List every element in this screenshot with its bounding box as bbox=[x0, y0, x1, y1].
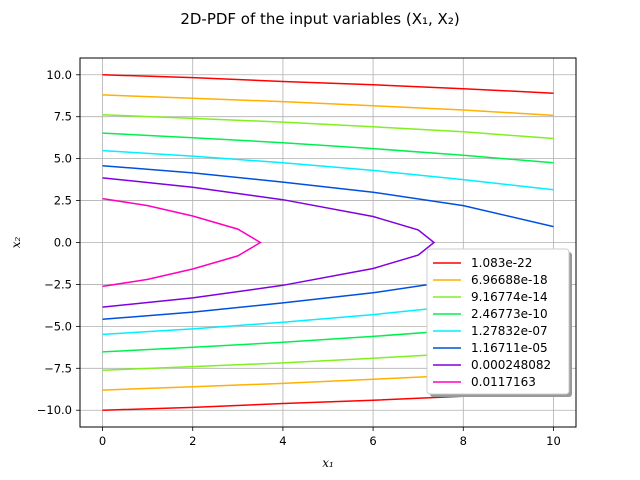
y-tick-label: 0.0 bbox=[54, 236, 72, 250]
ticks-layer: 0 2 4 6 8 10 −10.0 −7.5 −5.0 −2.5 0.0 2.5 5.0 7.5 10.0 bbox=[37, 68, 561, 448]
y-tick-label: −5.0 bbox=[44, 319, 72, 333]
legend-label: 1.083e-22 bbox=[471, 256, 532, 270]
y-tick-label: −10.0 bbox=[37, 403, 72, 417]
contour-line-upper bbox=[102, 149, 554, 191]
legend-label: 2.46773e-10 bbox=[471, 307, 548, 321]
x-tick-label: 6 bbox=[369, 434, 376, 448]
y-tick-label: 5.0 bbox=[54, 152, 72, 166]
grid-layer bbox=[80, 58, 576, 427]
contour-line-upper bbox=[102, 132, 554, 164]
contour-line-upper bbox=[102, 164, 554, 228]
chart-title: 2D-PDF of the input variables (X₁, X₂) bbox=[180, 10, 459, 28]
x-tick-label: 0 bbox=[99, 434, 106, 448]
x-axis-label: x₁ bbox=[322, 456, 334, 470]
y-tick-label: 2.5 bbox=[54, 194, 72, 208]
legend-label: 0.000248082 bbox=[471, 358, 551, 372]
legend-label: 6.96688e-18 bbox=[471, 273, 548, 287]
contour-line-upper bbox=[102, 177, 436, 308]
legend-box bbox=[426, 248, 570, 395]
legend-label: 1.27832e-07 bbox=[471, 324, 548, 338]
contour-line-upper bbox=[102, 113, 554, 140]
contour-line-upper bbox=[102, 197, 262, 288]
y-tick-label: −2.5 bbox=[44, 277, 72, 291]
y-axis-label: x₂ bbox=[9, 237, 23, 249]
x-tick-label: 8 bbox=[460, 434, 467, 448]
contour-line-upper bbox=[102, 74, 554, 94]
x-tick-label: 2 bbox=[189, 434, 196, 448]
x-tick-label: 4 bbox=[279, 434, 286, 448]
legend-label: 1.16711e-05 bbox=[471, 341, 548, 355]
legend-label: 0.0117163 bbox=[471, 375, 536, 389]
contour-line-upper bbox=[102, 94, 554, 117]
y-tick-label: −7.5 bbox=[44, 361, 72, 375]
x-tick-label: 10 bbox=[546, 434, 561, 448]
legend-label: 9.16774e-14 bbox=[471, 290, 548, 304]
legend: 1.083e-22 6.96688e-18 9.16774e-14 2.46773e-… bbox=[426, 248, 572, 397]
y-tick-label: 7.5 bbox=[54, 110, 72, 124]
y-tick-label: 10.0 bbox=[46, 68, 72, 82]
